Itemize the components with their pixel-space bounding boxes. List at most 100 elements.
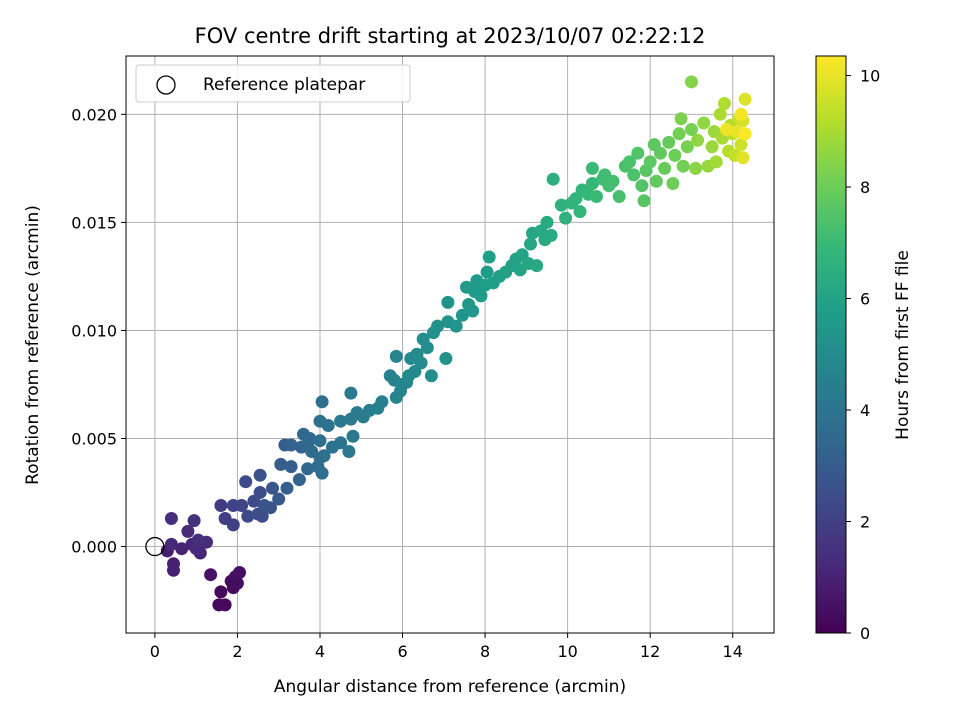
y-axis-label: Rotation from reference (arcmin)	[23, 205, 43, 485]
scatter-point	[466, 304, 480, 318]
chart-title: FOV centre drift starting at 2023/10/07 …	[195, 24, 706, 48]
scatter-point	[540, 215, 554, 229]
scatter-point	[685, 75, 698, 89]
x-tick-label: 10	[557, 642, 577, 661]
scatter-point	[573, 205, 587, 219]
x-tick-label: 4	[315, 642, 325, 661]
scatter-point	[480, 265, 494, 279]
scatter-point	[585, 161, 599, 175]
scatter-point	[524, 237, 537, 251]
scatter-point	[612, 190, 626, 203]
scatter-point	[441, 295, 455, 309]
scatter-point	[649, 174, 663, 188]
scatter-point	[181, 524, 195, 538]
scatter-point	[590, 190, 603, 203]
scatter-point	[720, 123, 733, 136]
scatter-point	[334, 436, 348, 450]
y-axis-ticks: 0.000 0.005 0.010 0.015 0.020	[71, 105, 126, 557]
scatter-point	[321, 419, 335, 432]
x-tick-label: 2	[232, 642, 242, 661]
scatter-point	[685, 123, 698, 136]
scatter-point	[389, 349, 403, 363]
scatter-point	[546, 172, 560, 186]
scatter-point	[317, 449, 331, 463]
y-tick-label: 0.005	[71, 430, 117, 449]
scatter-point	[371, 401, 385, 415]
scatter-point	[623, 155, 636, 169]
scatter-point	[344, 386, 358, 400]
scatter-point	[482, 250, 496, 264]
scatter-point	[474, 289, 488, 303]
scatter-point	[689, 161, 703, 175]
colorbar-ticks: 0 2 4 6 8 10	[846, 67, 880, 643]
legend: Reference platepar	[135, 64, 411, 103]
colorbar-label: Hours from first FF file	[893, 250, 913, 440]
scatter-point	[253, 468, 267, 482]
plot-frame	[125, 55, 775, 634]
scatter-point	[676, 159, 690, 173]
scatter-point	[559, 211, 573, 225]
scatter-point	[301, 462, 315, 476]
scatter-point	[654, 146, 667, 160]
legend-entry-label: Reference platepar	[203, 75, 365, 95]
scatter-point	[164, 512, 178, 525]
scatter-point	[313, 434, 327, 448]
scatter-point	[672, 127, 686, 141]
scatter-point	[218, 598, 232, 612]
scatter-point	[544, 228, 558, 242]
scatter-point	[697, 116, 711, 130]
scatter-point	[709, 155, 723, 169]
x-axis-ticks: 0 2 4 6 8 10 12 14	[150, 633, 743, 661]
scatter-point	[241, 509, 255, 523]
x-tick-label: 8	[480, 642, 490, 661]
scatter-point	[175, 542, 189, 556]
scatter-point	[266, 481, 279, 495]
grid-lines	[126, 56, 774, 633]
scatter-point	[635, 179, 649, 193]
scatter-point	[346, 429, 360, 443]
scatter-point	[738, 127, 752, 141]
scatter-point	[637, 194, 651, 208]
x-tick-label: 14	[723, 642, 743, 661]
colorbar-gradient	[815, 55, 847, 634]
scatter-point	[167, 563, 180, 577]
scatter-point	[187, 514, 201, 528]
colorbar-tick-label: 2	[860, 513, 870, 532]
colorbar: 0 2 4 6 8 10 Hours from first FF file	[815, 55, 913, 643]
scatter-point	[424, 369, 438, 383]
scatter-point	[235, 499, 249, 512]
reference-marker-layer	[145, 536, 165, 557]
scatter-point	[191, 533, 205, 547]
scatter-point	[420, 341, 434, 355]
scatter-point	[315, 395, 329, 409]
scatter-point	[315, 466, 329, 480]
scatter-point	[280, 481, 294, 495]
scatter-point	[674, 112, 688, 126]
scatter-point	[431, 319, 445, 333]
y-tick-label: 0.015	[71, 213, 117, 232]
scatter-point	[239, 475, 253, 489]
scatter-point	[738, 92, 752, 106]
colorbar-tick-label: 0	[860, 624, 870, 643]
scatter-point	[255, 509, 269, 523]
scatter-point	[214, 585, 228, 599]
scatter-point	[214, 499, 228, 512]
x-tick-label: 12	[640, 642, 660, 661]
scatter-point	[691, 133, 705, 147]
scatter-point	[164, 537, 178, 551]
scatter-point	[627, 168, 641, 182]
x-tick-label: 6	[397, 642, 407, 661]
scatter-point	[292, 473, 306, 487]
scatter-point	[713, 107, 727, 121]
scatter-point	[734, 138, 748, 152]
scatter-point	[718, 97, 731, 110]
x-axis-label: Angular distance from reference (arcmin)	[274, 677, 626, 697]
scatter-point	[253, 486, 267, 499]
scatter-point	[736, 151, 750, 165]
legend-reference-marker	[156, 75, 176, 95]
y-tick-label: 0.010	[71, 321, 117, 340]
scatter-point	[233, 566, 246, 579]
scatter-point	[662, 135, 676, 149]
y-tick-label: 0.020	[71, 105, 117, 124]
